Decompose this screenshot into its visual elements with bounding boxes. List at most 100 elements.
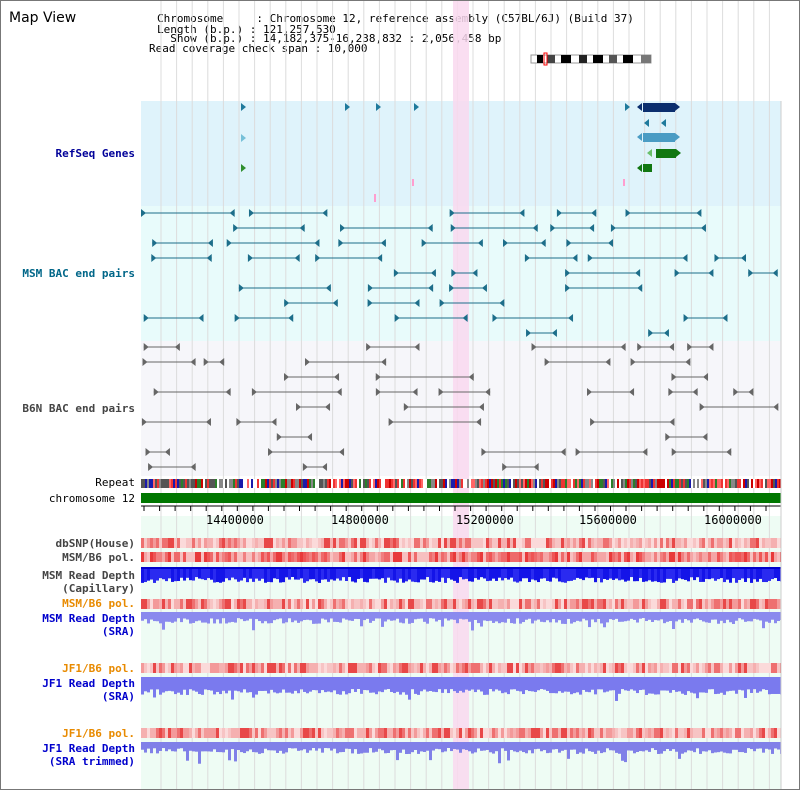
depth-bar <box>237 612 240 619</box>
depth-bar <box>159 612 162 624</box>
depth-bar <box>141 677 144 695</box>
depth-bar <box>339 612 342 623</box>
bac-end <box>299 224 305 232</box>
depth-bar <box>225 677 228 694</box>
gene-marker <box>241 134 246 142</box>
depth-bar <box>573 567 576 580</box>
depth-bar <box>720 742 723 752</box>
repeat-segment <box>273 479 275 488</box>
repeat-segment <box>233 479 235 488</box>
depth-bar <box>693 612 696 620</box>
depth-bar <box>321 612 324 619</box>
depth-bar <box>144 612 147 620</box>
repeat-segment <box>525 479 527 488</box>
depth-bar <box>570 742 573 750</box>
depth-bar <box>675 567 678 581</box>
depth-bar <box>417 567 420 583</box>
depth-bar <box>192 567 195 581</box>
depth-bar <box>435 677 438 693</box>
gene-marker <box>241 164 246 172</box>
depth-bar <box>684 567 687 580</box>
repeat-segment <box>679 479 681 488</box>
repeat-segment <box>571 479 573 488</box>
depth-bar <box>465 612 468 620</box>
depth-bar <box>510 612 513 624</box>
depth-bar <box>492 567 495 579</box>
repeat-segment <box>223 479 225 488</box>
repeat-segment <box>427 479 429 488</box>
repeat-segment <box>655 479 657 488</box>
chromosome-ideogram[interactable] <box>530 52 652 66</box>
repeat-segment <box>349 479 351 488</box>
bac-end <box>668 388 674 396</box>
gene-marker <box>345 103 350 111</box>
repeat-segment <box>509 479 511 488</box>
repeat-segment <box>765 479 767 488</box>
depth-bar <box>333 612 336 622</box>
depth-bar <box>687 677 690 692</box>
depth-bar <box>723 567 726 583</box>
depth-bar <box>432 742 435 751</box>
depth-bar <box>711 742 714 754</box>
depth-bar <box>708 612 711 623</box>
depth-bar <box>447 612 450 621</box>
gene-marker <box>675 133 680 141</box>
bac-end <box>143 343 149 351</box>
repeat-segment <box>231 479 233 488</box>
depth-bar <box>246 612 249 621</box>
depth-bar <box>249 742 252 750</box>
depth-bar <box>168 742 171 750</box>
depth-bar <box>165 612 168 622</box>
depth-bar <box>225 612 228 624</box>
depth-bar <box>354 677 357 692</box>
repeat-segment <box>657 479 659 488</box>
depth-bar <box>648 612 651 620</box>
depth-bar <box>183 742 186 752</box>
depth-bar <box>324 742 327 749</box>
bac-end <box>587 254 593 262</box>
bac-end <box>481 448 487 456</box>
repeat-segment <box>613 479 615 488</box>
repeat-segment <box>155 479 157 488</box>
depth-bar <box>732 742 735 750</box>
depth-bar <box>285 677 288 693</box>
repeat-segment <box>153 479 155 488</box>
depth-bar <box>141 612 144 621</box>
depth-bar <box>729 677 732 691</box>
depth-bar <box>201 612 204 623</box>
bac-end <box>648 329 654 337</box>
depth-bar <box>654 742 657 751</box>
repeat-segment <box>761 479 763 488</box>
depth-bar <box>687 742 690 751</box>
depth-bar <box>150 677 153 690</box>
bac-end <box>151 254 157 262</box>
depth-bar <box>489 567 492 581</box>
depth-bar <box>240 677 243 693</box>
depth-bar <box>522 677 525 695</box>
depth-bar <box>768 567 771 581</box>
depth-bar <box>441 567 444 578</box>
depth-bar <box>336 742 339 754</box>
depth-bar <box>723 742 726 753</box>
depth-bar <box>189 742 192 751</box>
repeat-segment <box>261 479 263 488</box>
depth-bar <box>330 612 333 619</box>
depth-bar <box>546 742 549 754</box>
depth-bar <box>309 742 312 751</box>
depth-bar <box>678 612 681 620</box>
depth-bar <box>318 567 321 583</box>
depth-bar <box>282 612 285 624</box>
depth-bar <box>477 677 480 690</box>
repeat-segment <box>627 479 629 488</box>
depth-bar <box>300 742 303 751</box>
bac-end <box>339 448 345 456</box>
depth-bar <box>681 612 684 623</box>
repeat-segment <box>561 479 563 488</box>
bac-end <box>685 358 691 366</box>
depth-bar <box>423 567 426 580</box>
repeat-segment <box>473 479 475 488</box>
depth-bar <box>216 677 219 692</box>
depth-bar <box>483 677 486 695</box>
depth-bar <box>663 677 666 691</box>
